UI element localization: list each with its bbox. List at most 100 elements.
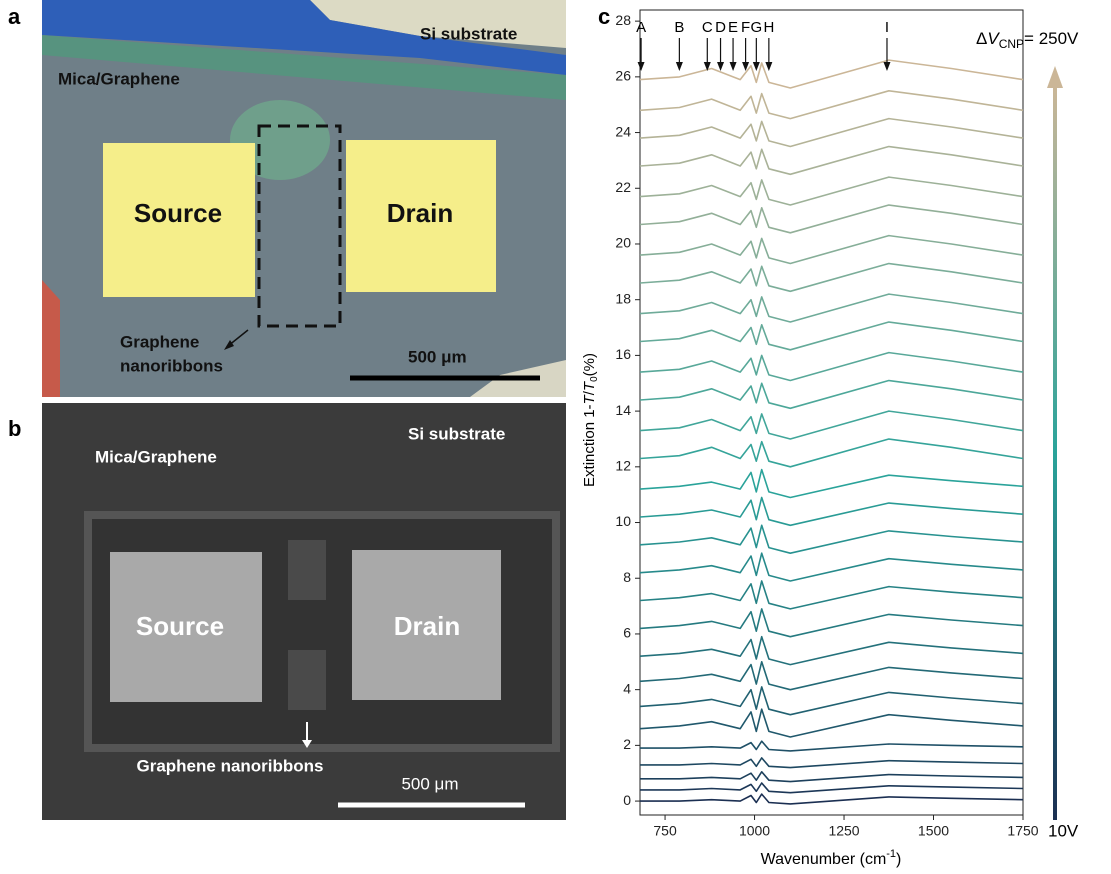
- spectrum-line: [639, 580, 1024, 610]
- label: Mica/Graphene: [58, 69, 180, 88]
- annotation-arrow-head: [752, 62, 760, 71]
- cb-part: = 250V: [1024, 29, 1079, 48]
- cb-part: V: [987, 29, 1000, 48]
- cb-part: CNP: [999, 37, 1024, 51]
- label: Graphene: [120, 332, 199, 351]
- annotation-arrow-head: [729, 62, 737, 71]
- annotation-arrow-head: [637, 62, 645, 71]
- spectrum-line: [639, 708, 1024, 738]
- annotation-arrow-head: [703, 62, 711, 71]
- spectrum-line: [639, 635, 1024, 666]
- label: Graphene nanoribbons: [136, 756, 323, 775]
- spectrum-line: [639, 379, 1024, 410]
- label: Drain: [387, 198, 453, 228]
- spectrum-line: [639, 524, 1024, 555]
- annotation-label: F: [741, 19, 750, 36]
- plot-frame: [639, 9, 1024, 816]
- panel-label: b: [8, 416, 21, 441]
- colorbar-bottom-label: 10V: [1048, 821, 1079, 840]
- y-tick-label: 6: [623, 625, 631, 641]
- y-tick-label: 28: [615, 12, 631, 28]
- y-tick-label: 8: [623, 569, 631, 585]
- annotation-arrow-head: [675, 62, 683, 71]
- annotation-label: H: [763, 19, 774, 36]
- x-axis-label: Wavenumber (cm-1): [761, 848, 902, 868]
- spectrum-line: [639, 321, 1024, 351]
- spectrum-line: [639, 59, 1024, 89]
- drain-pad: [346, 140, 496, 292]
- y-label-part: Extinction 1-: [581, 404, 598, 487]
- source-pad: [103, 143, 255, 297]
- spectrum-line: [639, 293, 1024, 323]
- annotation-label: B: [674, 19, 684, 36]
- y-label-part: (%): [581, 353, 598, 376]
- x-label-part: Wavenumber (cm: [761, 851, 887, 868]
- y-tick-label: 20: [615, 235, 631, 251]
- annotation-label: E: [728, 19, 738, 36]
- annotation-arrow-head: [765, 62, 773, 71]
- y-axis-label: Extinction 1-T/T0(%): [581, 353, 600, 487]
- spectrum-line: [639, 262, 1024, 293]
- x-tick-label: 1000: [739, 823, 770, 839]
- label: Drain: [394, 611, 460, 641]
- y-tick-label: 26: [615, 68, 631, 84]
- panel-a: a Si substrate Mica/Graphene Source Drai…: [8, 0, 566, 397]
- spectrum-line: [639, 468, 1024, 499]
- spectrum-line: [640, 782, 1024, 794]
- spectrum-line: [639, 145, 1024, 176]
- x-tick-label: 750: [653, 823, 677, 839]
- annotation-label: D: [715, 19, 726, 36]
- arrow-head: [302, 740, 312, 748]
- panel-label: c: [598, 4, 610, 29]
- label: Source: [136, 611, 224, 641]
- cb-part: Δ: [976, 29, 987, 48]
- y-tick-label: 16: [615, 346, 631, 362]
- panel-c: c Extinction 1-T/T0(%) Wavenumber (cm-1)…: [581, 4, 1079, 868]
- y-label-part: /: [581, 390, 598, 395]
- label: nanoribbons: [120, 356, 223, 375]
- spectrum-line: [639, 660, 1024, 691]
- spectrum-line: [640, 757, 1024, 769]
- label: Si substrate: [408, 424, 505, 443]
- spectrum-line: [640, 770, 1024, 783]
- x-label-part: -1: [886, 848, 896, 860]
- si-region: [310, 0, 566, 48]
- label: 500 μm: [408, 347, 467, 366]
- y-tick-label: 22: [615, 179, 631, 195]
- y-tick-label: 18: [615, 290, 631, 306]
- colorbar: [1053, 85, 1057, 820]
- spectrum-line: [639, 176, 1024, 206]
- edge-region: [42, 0, 566, 75]
- x-label-part: ): [896, 851, 901, 868]
- y-tick-label: 24: [615, 123, 631, 139]
- label: Mica/Graphene: [95, 447, 217, 466]
- colorbar-top-label: ΔVCNP= 250V: [976, 29, 1079, 51]
- spectrum-line: [639, 686, 1024, 716]
- annotation-arrow-head: [883, 62, 891, 71]
- annotation-label: G: [750, 19, 762, 36]
- panel-b: b Si substrate Mica/Graphene Source Drai…: [8, 403, 566, 820]
- spectrum-line: [639, 496, 1024, 527]
- y-tick-label: 12: [615, 458, 631, 474]
- y-tick-label: 2: [623, 736, 631, 752]
- y-tick-label: 10: [615, 513, 631, 529]
- y-label-part: T: [581, 380, 598, 391]
- y-tick-label: 4: [623, 680, 631, 696]
- annotation-arrow-head: [742, 62, 750, 71]
- annotation-label: C: [702, 19, 713, 36]
- dashed-box: [257, 124, 342, 328]
- spectrum-line: [639, 552, 1024, 582]
- spectrum-line: [639, 410, 1024, 440]
- label: 500 μm: [401, 774, 458, 793]
- panel-label: a: [8, 4, 21, 29]
- spectrum-line: [640, 740, 1024, 752]
- spectrum-line: [639, 117, 1024, 148]
- y-label-part: T: [581, 393, 598, 404]
- spectrum-line: [639, 608, 1024, 638]
- ribbon-area: [288, 650, 326, 710]
- spectrum-line: [639, 90, 1024, 120]
- x-tick-label: 1250: [828, 823, 859, 839]
- spectrum-line: [639, 204, 1024, 234]
- annotation-label: A: [636, 19, 646, 36]
